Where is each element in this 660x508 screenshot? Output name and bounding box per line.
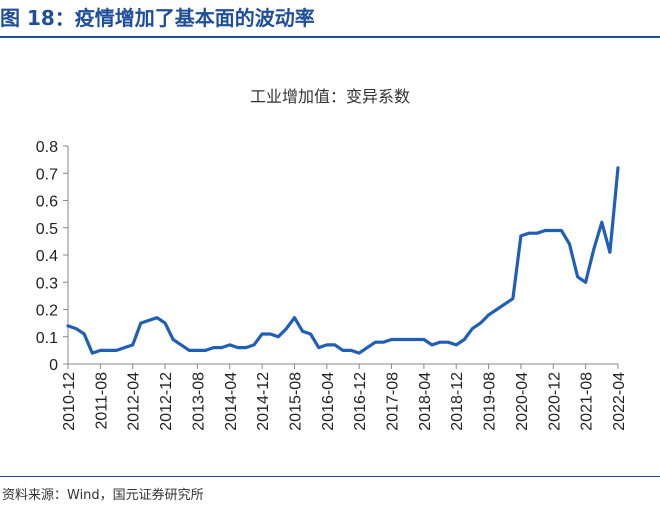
x-tick-label: 2014-12 [255,372,272,431]
y-tick-label: 0.3 [36,275,58,292]
line-chart: 工业增加值：变异系数 0 0.1 0.2 0.3 0.4 0.5 0.6 0.7 0.8 201… [36,87,628,431]
x-tick-label: 2012-04 [126,372,143,431]
figure-title: 图 18：疫情增加了基本面的波动率 [0,6,315,30]
y-tick-label: 0 [49,357,58,374]
x-tick-label: 2014-04 [223,372,240,431]
series-line [66,166,620,355]
x-tick-labels: 2010-12 2011-08 2012-04 2012-12 2013-08 2014-… [61,372,628,431]
x-tick-label: 2017-08 [385,372,402,431]
x-tick-label: 2015-08 [287,372,304,431]
y-tick-label: 0.2 [36,303,58,320]
x-tick-label: 2016-04 [320,372,337,431]
x-tick-label: 2018-04 [417,372,434,431]
x-tick-label: 2013-08 [190,372,207,431]
y-tick-label: 0.5 [36,221,58,238]
y-tick-labels: 0 0.1 0.2 0.3 0.4 0.5 0.6 0.7 0.8 [36,139,58,374]
title-rule [0,36,660,38]
y-tick-label: 0.1 [36,330,58,347]
x-tick-label: 2022-04 [611,372,628,431]
chart-title: 工业增加值：变异系数 [250,87,410,106]
x-tick-label: 2010-12 [61,372,78,431]
y-tick-label: 0.6 [36,194,58,211]
x-tick-label: 2019-08 [482,372,499,431]
y-tick-label: 0.7 [36,166,58,183]
x-tick-label: 2011-08 [93,372,110,430]
x-tick-label: 2020-12 [546,372,563,431]
y-tick-label: 0.8 [36,139,58,156]
source-note: 资料来源：Wind，国元证券研究所 [2,488,204,503]
x-tick-label: 2020-04 [514,372,531,431]
x-tick-label: 2018-12 [449,372,466,431]
chart-axes [63,145,619,369]
x-tick-label: 2021-08 [579,372,596,431]
footer-rule [0,476,660,477]
x-tick-label: 2012-12 [158,372,175,431]
y-tick-label: 0.4 [36,248,58,265]
x-tick-label: 2016-12 [352,372,369,431]
